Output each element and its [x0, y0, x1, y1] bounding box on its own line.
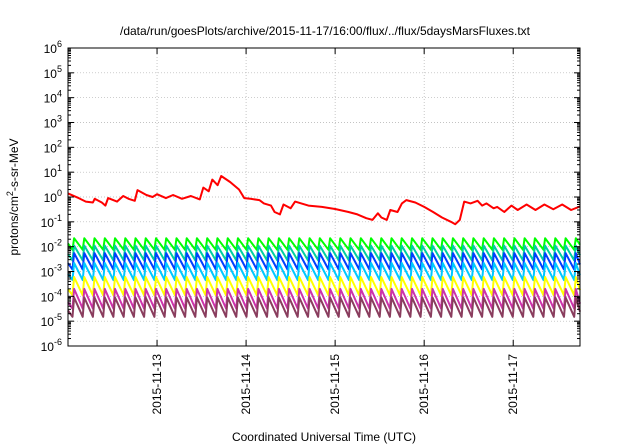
y-axis-label: protons/cm2-s-sr-MeV	[5, 138, 21, 255]
x-axis-ticks: 2015-11-13 2015-11-14 2015-11-15 2015-11-16…	[150, 48, 520, 415]
series-line-5	[67, 262, 581, 282]
x-tick-label: 2015-11-15	[328, 354, 342, 415]
y-tick-label: 102	[44, 138, 62, 155]
y-tick-label: 10-2	[41, 238, 62, 255]
y-tick-label: 103	[44, 114, 62, 131]
y-tick-label: 10-3	[41, 263, 62, 280]
plot-frame	[67, 47, 581, 347]
y-tick-label: 104	[44, 89, 62, 106]
series-group	[67, 175, 581, 318]
x-tick-label: 2015-11-13	[150, 354, 164, 415]
y-tick-label: 105	[44, 64, 62, 81]
y-tick-label: 106	[44, 39, 62, 56]
series-line-2	[67, 237, 581, 251]
series-line-3	[67, 244, 581, 262]
x-axis-label: Coordinated Universal Time (UTC)	[232, 430, 416, 444]
y-tick-label: 10-1	[41, 213, 62, 230]
series-line-6	[67, 276, 581, 297]
series-line-1	[67, 175, 581, 226]
series-line-4	[67, 252, 581, 271]
y-tick-label: 10-4	[41, 287, 62, 304]
x-tick-label: 2015-11-14	[239, 354, 253, 415]
series-line-7	[67, 287, 581, 310]
y-tick-label: 101	[44, 163, 62, 180]
y-tick-label: 10-6	[41, 337, 62, 354]
y-tick-label: 10-5	[41, 312, 62, 329]
y-tick-label: 100	[44, 188, 62, 205]
chart-title: /data/run/goesPlots/archive/2015-11-17/1…	[120, 24, 531, 38]
x-tick-label: 2015-11-17	[506, 354, 520, 415]
series-line-8	[67, 296, 581, 318]
x-tick-label: 2015-11-16	[417, 354, 431, 415]
